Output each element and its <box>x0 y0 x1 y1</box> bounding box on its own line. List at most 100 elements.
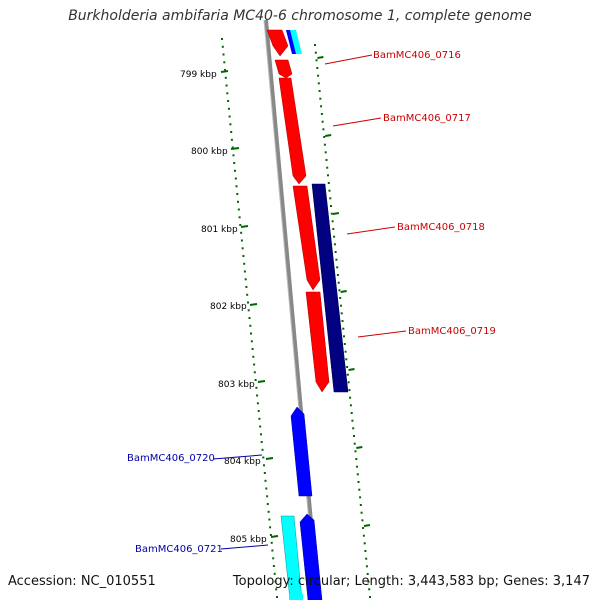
scale-dot-right <box>366 573 369 575</box>
scale-dot-left <box>231 146 234 149</box>
scale-label-805: 805 kbp <box>230 535 267 545</box>
scale-dot-right <box>340 312 343 315</box>
scale-dot-left <box>264 479 267 482</box>
scale-dot-left <box>244 278 247 281</box>
scale-dot-left <box>234 169 236 172</box>
scale-dot-right <box>365 565 368 568</box>
scale-dot-right <box>346 366 349 368</box>
scale-dot-left <box>271 549 274 552</box>
scale-dot-right <box>348 389 351 391</box>
gene-label-0721: BamMC406_0721 <box>135 544 223 555</box>
scale-dot-left <box>259 425 262 428</box>
scale-dot-right <box>325 159 328 161</box>
scale-dot-left <box>266 503 269 505</box>
scale-dot-right <box>345 358 348 361</box>
scale-dot-right <box>353 435 355 437</box>
scale-dot-left <box>237 200 239 203</box>
scale-dot-left <box>269 534 272 536</box>
scale-dot-left <box>226 92 229 95</box>
scale-dot-right <box>337 281 340 284</box>
scale-tick-803 <box>257 380 266 383</box>
scale-dot-left <box>224 76 227 79</box>
scale-tick-805 <box>270 535 279 538</box>
gene-bamMC406-0721-cyan-block <box>280 515 303 600</box>
scale-dots-right <box>314 44 371 598</box>
scale-dot-left <box>250 340 253 343</box>
scale-dot-left <box>261 448 264 451</box>
scale-dot-left <box>256 394 259 397</box>
scale-dot-right <box>368 588 371 591</box>
scale-dot-left <box>253 371 256 374</box>
scale-dots-left <box>221 38 278 598</box>
scale-dot-right <box>323 136 326 138</box>
scale-dot-left <box>274 580 277 583</box>
scale-dot-right <box>323 143 326 146</box>
scale-dot-left <box>253 363 256 366</box>
scale-label-804: 804 kbp <box>224 457 261 467</box>
scale-dot-left <box>229 123 232 126</box>
scale-tick-right <box>348 368 355 371</box>
scale-dot-left <box>230 131 233 133</box>
scale-dot-left <box>276 596 278 598</box>
gene-label-0718: BamMC406_0718 <box>397 222 485 233</box>
scale-dot-left <box>270 541 273 544</box>
scale-dot-left <box>269 526 272 529</box>
scale-dot-left <box>246 293 249 296</box>
gene-label-0719: BamMC406_0719 <box>408 326 496 337</box>
scale-tick-800 <box>230 147 240 150</box>
scale-dot-right <box>317 74 320 77</box>
scale-label-799: 799 kbp <box>180 70 217 80</box>
gene-bamMC406-0718-arrow <box>292 185 321 291</box>
scale-dot-left <box>233 162 236 164</box>
scale-dot-left <box>243 270 246 273</box>
topology-summary-text: Topology: circular; Length: 3,443,583 bp… <box>232 574 590 589</box>
scale-tick-799 <box>220 70 229 73</box>
scale-dot-right <box>349 404 352 407</box>
scale-dot-left <box>243 262 246 265</box>
scale-dot-right <box>326 166 329 169</box>
scale-dot-left <box>245 286 248 288</box>
scale-dot-left <box>241 247 244 250</box>
scale-tick-801 <box>240 225 249 228</box>
scale-tick-right <box>332 212 340 215</box>
scale-dot-right <box>359 504 362 506</box>
scale-dot-right <box>335 258 338 261</box>
scale-dot-right <box>358 488 361 491</box>
scale-dot-left <box>273 572 276 575</box>
scale-dot-left <box>257 410 260 412</box>
scale-dot-right <box>367 580 370 583</box>
scale-dot-right <box>314 44 316 46</box>
scale-dot-right <box>344 350 347 353</box>
gene-label-line-0719 <box>357 330 407 338</box>
scale-dot-left <box>225 84 228 87</box>
scale-dot-left <box>268 518 271 521</box>
gene-label-line-0718 <box>346 226 396 235</box>
scale-label-803: 803 kbp <box>218 380 255 390</box>
scale-dot-right <box>347 381 350 384</box>
gene-bamMC406-0717-arrow <box>278 77 307 185</box>
scale-dot-left <box>221 45 224 48</box>
scale-dot-right <box>317 82 320 85</box>
scale-dot-left <box>242 255 245 257</box>
gene-label-0720: BamMC406_0720 <box>127 453 215 464</box>
gene-label-0716: BamMC406_0716 <box>373 50 461 61</box>
scale-dot-right <box>343 335 345 338</box>
scale-dot-right <box>319 97 322 100</box>
scale-dot-right <box>354 450 357 453</box>
scale-dot-left <box>272 557 275 560</box>
scale-dot-left <box>262 456 265 459</box>
scale-dot-right <box>336 266 339 269</box>
scale-dot-right <box>327 174 329 177</box>
scale-dot-right <box>320 113 323 115</box>
scale-dot-right <box>320 105 323 108</box>
scale-dot-left <box>260 433 262 436</box>
scale-dot-right <box>349 396 352 399</box>
scale-dot-right <box>330 205 332 207</box>
scale-dot-left <box>235 185 238 188</box>
scale-dot-left <box>228 115 231 118</box>
scale-dot-right <box>359 496 362 499</box>
gene-bamMC406-0716-arrow <box>274 59 293 79</box>
scale-dot-right <box>333 243 336 246</box>
gene-label-line-0720 <box>212 454 263 460</box>
